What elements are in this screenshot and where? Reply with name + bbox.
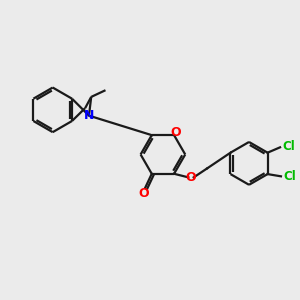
Text: N: N [84,109,94,122]
Text: O: O [170,126,181,140]
Text: Cl: Cl [282,140,295,153]
Text: O: O [186,171,196,184]
Text: O: O [138,187,148,200]
Text: Cl: Cl [283,170,296,183]
